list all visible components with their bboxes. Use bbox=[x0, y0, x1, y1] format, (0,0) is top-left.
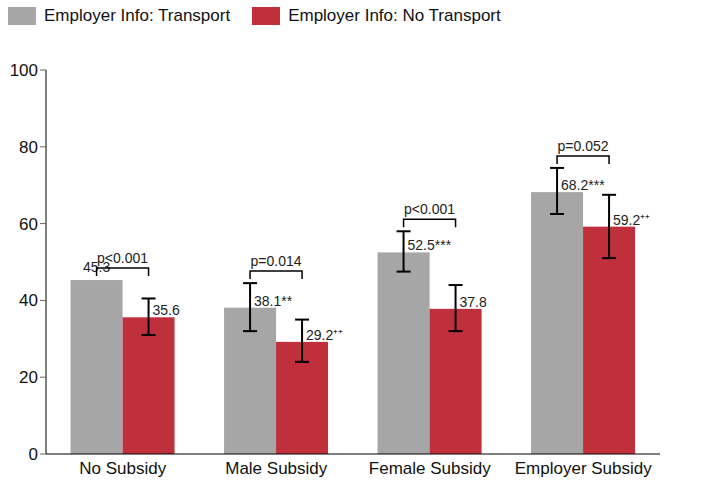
svg-text:38.1**: 38.1** bbox=[254, 293, 293, 309]
svg-text:p<0.001: p<0.001 bbox=[97, 250, 148, 266]
svg-text:40: 40 bbox=[19, 291, 38, 310]
svg-text:0: 0 bbox=[29, 445, 38, 464]
svg-text:68.2***: 68.2*** bbox=[561, 177, 605, 193]
svg-text:p=0.014: p=0.014 bbox=[251, 253, 302, 269]
svg-text:35.6: 35.6 bbox=[153, 302, 180, 318]
html-text:Employer Info: Transport: Employer Info: Transport bbox=[44, 6, 231, 25]
html-text:Employer Info: No Transport: Employer Info: No Transport bbox=[288, 6, 501, 25]
svg-text:p=0.052: p=0.052 bbox=[558, 138, 609, 154]
svg-text:45.3: 45.3 bbox=[82, 259, 111, 275]
svg-text:52.5***: 52.5*** bbox=[408, 237, 452, 253]
svg-text:60: 60 bbox=[19, 215, 38, 234]
svg-text:Female Subsidy: Female Subsidy bbox=[369, 459, 491, 478]
svg-text:29.2⁺⁺: 29.2⁺⁺ bbox=[306, 327, 343, 343]
svg-text:37.8: 37.8 bbox=[460, 294, 487, 310]
svg-text:Male Subsidy: Male Subsidy bbox=[225, 459, 328, 478]
svg-text:59.2⁺⁺: 59.2⁺⁺ bbox=[613, 212, 650, 228]
svg-text:20: 20 bbox=[19, 368, 38, 387]
svg-text:No Subsidy: No Subsidy bbox=[79, 459, 166, 478]
svg-text:p<0.001: p<0.001 bbox=[404, 201, 455, 217]
svg-text:Employer Subsidy: Employer Subsidy bbox=[515, 459, 653, 478]
svg-text:80: 80 bbox=[19, 138, 38, 157]
svg-text:100: 100 bbox=[10, 61, 38, 80]
